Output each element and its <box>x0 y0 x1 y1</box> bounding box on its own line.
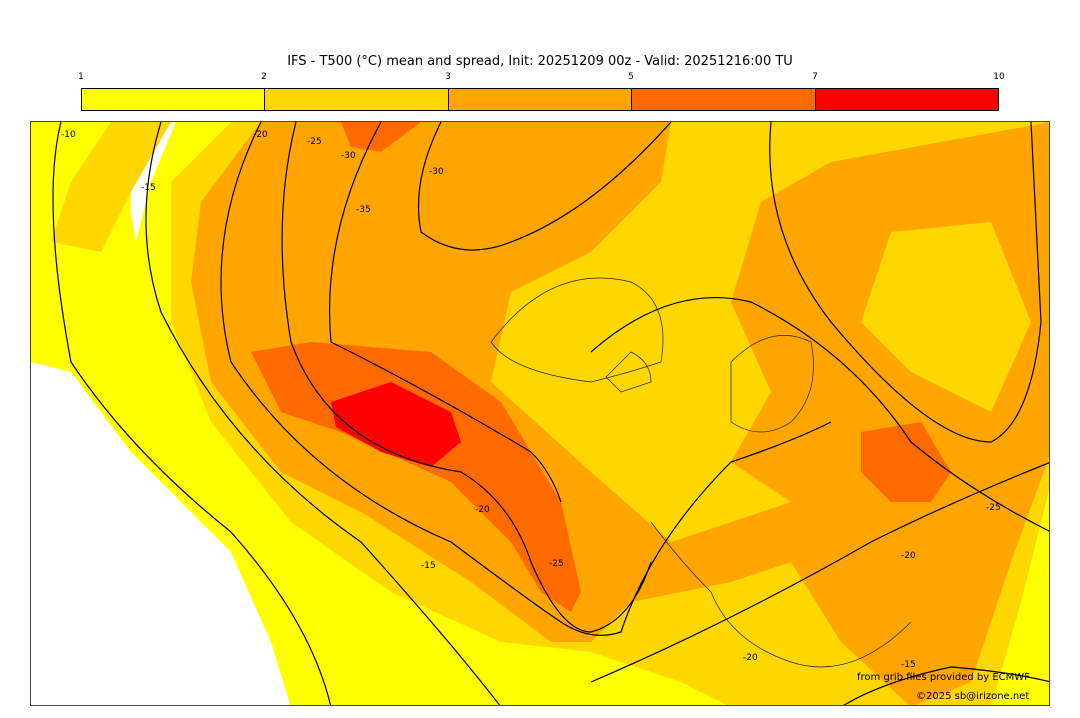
colorbar-segment <box>815 89 999 110</box>
contour-label: -20 <box>901 551 916 561</box>
contour-label: -15 <box>901 660 916 670</box>
coastlines <box>490 277 912 668</box>
contour-label: -25 <box>986 503 1001 513</box>
colorbar-segment <box>265 89 449 110</box>
contour-label: -30 <box>429 167 444 177</box>
contour-label: -15 <box>141 183 156 193</box>
isotherm-contours <box>52 122 1049 705</box>
colorbar-tick: 2 <box>261 72 267 82</box>
copyright-credit: ©2025 sb@irizone.net <box>916 691 1030 702</box>
contour-label: -35 <box>356 205 371 215</box>
no-data-area <box>31 362 291 705</box>
spread-band-5-7 <box>341 122 421 152</box>
colorbar-segment <box>82 89 266 110</box>
colorbar <box>81 88 999 111</box>
contour-label: -25 <box>307 137 322 147</box>
contour-label: -10 <box>61 130 76 140</box>
map-title: IFS - T500 (°C) mean and spread, Init: 2… <box>287 54 793 69</box>
colorbar-tick: 5 <box>628 72 634 82</box>
spread-map: -10 -15 -20 -25 -30 -35 -30 -20 -25 -20 … <box>30 121 1050 706</box>
contour-label: -25 <box>549 559 564 569</box>
spread-band-2-3 <box>51 122 171 252</box>
contour-label: -20 <box>253 130 268 140</box>
spread-band-2-3-inner <box>501 262 671 382</box>
contour-labels: -10 -15 -20 -25 -30 -35 -30 -20 -25 -20 … <box>61 130 1001 670</box>
spread-band-3-5 <box>191 122 1049 705</box>
contour-label: -30 <box>341 151 356 161</box>
spread-band-5-7 <box>861 422 951 502</box>
data-source-credit: from grib files provided by ECMWF <box>857 672 1030 683</box>
spread-band-7-10 <box>331 382 461 467</box>
contour-label: -15 <box>421 561 436 571</box>
colorbar-tick: 10 <box>993 72 1005 82</box>
colorbar-tick: 7 <box>812 72 818 82</box>
colorbar-segment <box>632 89 816 110</box>
colorbar-segment <box>448 89 633 110</box>
colorbar-tick: 3 <box>445 72 451 82</box>
colorbar-tick: 1 <box>78 72 84 82</box>
contour-label: -20 <box>743 653 758 663</box>
contour-label: -20 <box>475 505 490 515</box>
spread-band-2-3-inner <box>861 222 1031 412</box>
